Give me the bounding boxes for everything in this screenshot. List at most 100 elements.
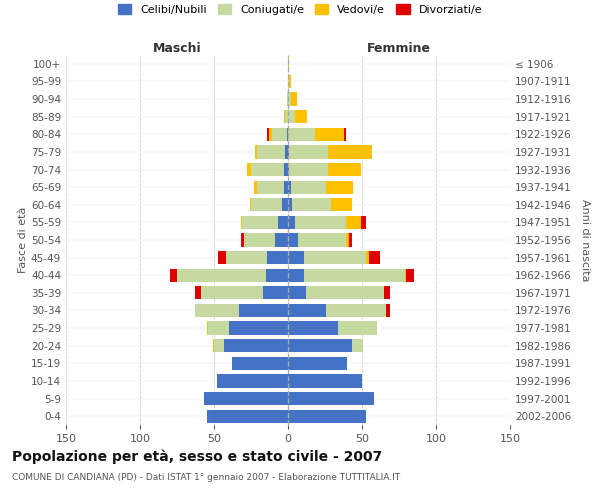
Bar: [406, 268, 414, 282]
Bar: [288, 356, 347, 370]
Bar: [298, 234, 346, 246]
Bar: [288, 286, 306, 300]
Bar: [289, 163, 328, 176]
Bar: [288, 110, 295, 124]
Bar: [370, 251, 380, 264]
Bar: [284, 163, 288, 176]
Bar: [208, 322, 229, 334]
Bar: [251, 163, 284, 176]
Bar: [338, 322, 377, 334]
Bar: [229, 322, 288, 334]
Bar: [232, 356, 288, 370]
Bar: [177, 268, 266, 282]
Bar: [289, 146, 328, 158]
Bar: [328, 146, 373, 158]
Bar: [267, 128, 269, 141]
Bar: [291, 180, 326, 194]
Bar: [349, 234, 352, 246]
Bar: [206, 410, 288, 423]
Bar: [288, 392, 374, 405]
Bar: [239, 304, 288, 317]
Bar: [289, 75, 291, 88]
Y-axis label: Anni di nascita: Anni di nascita: [580, 198, 590, 281]
Bar: [288, 304, 326, 317]
Bar: [288, 198, 292, 211]
Legend: Celibi/Nubili, Coniugati/e, Vedovi/e, Divorziati/e: Celibi/Nubili, Coniugati/e, Vedovi/e, Di…: [115, 0, 485, 18]
Bar: [346, 234, 349, 246]
Bar: [288, 128, 314, 141]
Bar: [212, 339, 214, 352]
Text: COMUNE DI CANDIANA (PD) - Dati ISTAT 1° gennaio 2007 - Elaborazione TUTTITALIA.I: COMUNE DI CANDIANA (PD) - Dati ISTAT 1° …: [12, 472, 400, 482]
Bar: [344, 128, 346, 141]
Bar: [288, 92, 291, 106]
Bar: [384, 286, 390, 300]
Bar: [288, 180, 291, 194]
Bar: [288, 374, 362, 388]
Bar: [244, 234, 275, 246]
Bar: [288, 163, 289, 176]
Bar: [247, 163, 251, 176]
Bar: [251, 198, 282, 211]
Text: Popolazione per età, sesso e stato civile - 2007: Popolazione per età, sesso e stato civil…: [12, 450, 382, 464]
Bar: [288, 75, 289, 88]
Bar: [266, 268, 288, 282]
Bar: [257, 180, 284, 194]
Bar: [254, 180, 257, 194]
Bar: [214, 339, 224, 352]
Bar: [287, 92, 288, 106]
Bar: [218, 251, 226, 264]
Bar: [206, 322, 208, 334]
Bar: [288, 268, 304, 282]
Bar: [346, 216, 361, 229]
Bar: [326, 180, 353, 194]
Bar: [250, 198, 251, 211]
Bar: [367, 251, 370, 264]
Bar: [241, 234, 244, 246]
Bar: [285, 110, 288, 124]
Bar: [288, 339, 352, 352]
Bar: [304, 251, 367, 264]
Bar: [278, 216, 288, 229]
Bar: [195, 286, 200, 300]
Bar: [195, 304, 239, 317]
Bar: [257, 146, 285, 158]
Bar: [328, 163, 361, 176]
Bar: [272, 128, 287, 141]
Bar: [284, 110, 285, 124]
Bar: [284, 180, 288, 194]
Bar: [314, 128, 344, 141]
Bar: [287, 128, 288, 141]
Bar: [203, 392, 288, 405]
Bar: [352, 339, 364, 352]
Bar: [242, 216, 278, 229]
Bar: [295, 216, 346, 229]
Bar: [224, 339, 288, 352]
Bar: [288, 57, 289, 70]
Text: Maschi: Maschi: [152, 42, 202, 55]
Bar: [291, 92, 297, 106]
Bar: [405, 268, 406, 282]
Bar: [269, 128, 272, 141]
Bar: [304, 268, 405, 282]
Bar: [170, 268, 177, 282]
Bar: [326, 304, 386, 317]
Bar: [288, 234, 298, 246]
Bar: [295, 110, 307, 124]
Bar: [241, 216, 242, 229]
Bar: [285, 146, 288, 158]
Bar: [288, 146, 289, 158]
Bar: [256, 146, 257, 158]
Bar: [361, 216, 367, 229]
Text: Femmine: Femmine: [367, 42, 431, 55]
Bar: [306, 286, 384, 300]
Bar: [288, 216, 295, 229]
Bar: [267, 251, 288, 264]
Bar: [275, 234, 288, 246]
Bar: [263, 286, 288, 300]
Bar: [288, 322, 338, 334]
Bar: [288, 251, 304, 264]
Bar: [226, 251, 267, 264]
Bar: [282, 198, 288, 211]
Bar: [288, 410, 367, 423]
Y-axis label: Fasce di età: Fasce di età: [18, 207, 28, 273]
